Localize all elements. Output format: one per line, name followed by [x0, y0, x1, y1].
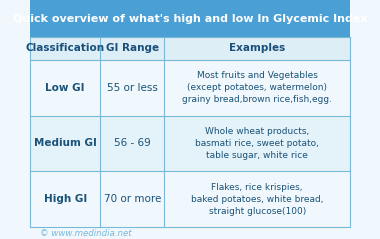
Bar — [30, 115, 350, 171]
Text: High GI: High GI — [44, 194, 87, 204]
Text: 56 - 69: 56 - 69 — [114, 138, 151, 148]
Text: Examples: Examples — [229, 43, 285, 53]
Text: GI Range: GI Range — [106, 43, 159, 53]
Text: Low GI: Low GI — [46, 83, 85, 93]
Bar — [30, 37, 350, 60]
Bar — [30, 60, 350, 115]
Text: Medium GI: Medium GI — [34, 138, 97, 148]
Text: Whole wheat products,
basmati rice, sweet potato,
table sugar, white rice: Whole wheat products, basmati rice, swee… — [195, 127, 319, 160]
Text: 55 or less: 55 or less — [107, 83, 158, 93]
Text: Quick overview of what's high and low In Glycemic Index: Quick overview of what's high and low In… — [13, 14, 367, 23]
Bar — [30, 0, 350, 37]
Bar — [30, 171, 350, 227]
Text: Flakes, rice krispies,
baked potatoes, white bread,
straight glucose(100): Flakes, rice krispies, baked potatoes, w… — [191, 183, 323, 216]
Text: Most fruits and Vegetables
(except potatoes, watermelon)
grainy bread,brown rice: Most fruits and Vegetables (except potat… — [182, 71, 332, 104]
Text: © www.medindia.net: © www.medindia.net — [40, 228, 131, 238]
Text: Classification: Classification — [25, 43, 105, 53]
Text: 70 or more: 70 or more — [104, 194, 161, 204]
